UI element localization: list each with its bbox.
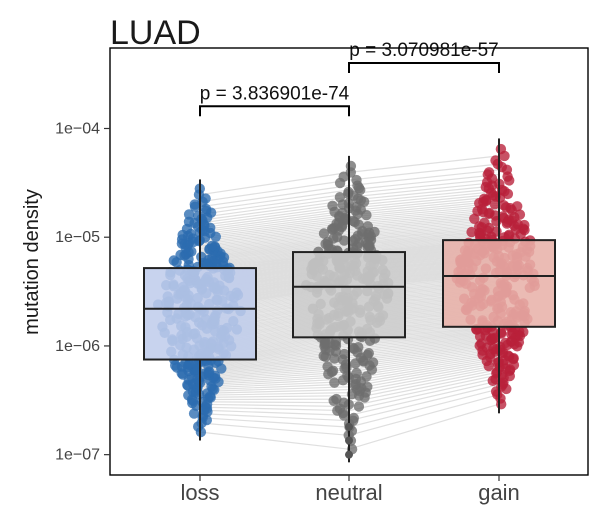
data-point <box>512 201 523 212</box>
data-point <box>183 216 195 227</box>
outlier-point <box>345 422 353 431</box>
x-tick-label: loss <box>180 480 219 505</box>
comparison-1: p = 3.836901e-74 <box>199 83 350 117</box>
data-point <box>322 361 333 372</box>
data-point <box>348 412 359 424</box>
data-point <box>351 174 362 186</box>
points-neutral <box>301 160 394 455</box>
data-point <box>330 336 342 347</box>
y-tick-label: 1e−04 <box>55 120 100 137</box>
data-point <box>362 221 373 232</box>
y-tick-label: 1e−05 <box>55 229 100 246</box>
data-point <box>351 367 362 379</box>
outlier-point <box>345 450 353 459</box>
plot-area: p = 3.836901e-74 p = 3.070981e-57 <box>143 40 556 463</box>
outlier-point <box>345 436 353 445</box>
data-point <box>189 199 200 210</box>
data-point <box>353 401 365 412</box>
data-point <box>339 348 350 360</box>
data-point <box>334 192 346 203</box>
data-point <box>483 167 495 178</box>
data-point <box>498 200 509 211</box>
y-tick-label: 1e−07 <box>55 447 100 464</box>
data-point <box>327 200 338 211</box>
data-point <box>479 217 490 228</box>
data-point <box>363 348 374 359</box>
box-loss <box>143 267 257 361</box>
data-point <box>196 251 207 263</box>
data-point <box>353 342 364 353</box>
data-point <box>188 408 200 419</box>
x-tick-label: gain <box>478 480 520 505</box>
data-point <box>329 377 340 388</box>
comparison-2: p = 3.070981e-57 <box>348 40 500 74</box>
comparison-bracket <box>348 62 500 74</box>
comparison-bracket <box>199 105 350 117</box>
y-axis-label: mutation density <box>21 189 43 335</box>
box-gain <box>442 239 556 328</box>
data-point <box>183 209 195 220</box>
data-point <box>466 226 477 238</box>
x-tick-label: neutral <box>315 480 382 505</box>
box-neutral <box>292 251 406 339</box>
comparison-p-value: p = 3.070981e-57 <box>349 40 499 61</box>
data-point <box>495 143 507 155</box>
data-point <box>514 209 526 220</box>
comparison-p-value: p = 3.836901e-74 <box>200 83 350 104</box>
data-point <box>367 357 379 368</box>
data-point <box>345 160 357 172</box>
data-point <box>497 211 509 222</box>
y-tick-label: 1e−06 <box>55 338 100 355</box>
data-point <box>206 240 218 252</box>
chart-title: LUAD <box>110 14 201 52</box>
data-point <box>479 193 490 204</box>
data-point <box>331 393 342 405</box>
data-point <box>318 228 330 239</box>
